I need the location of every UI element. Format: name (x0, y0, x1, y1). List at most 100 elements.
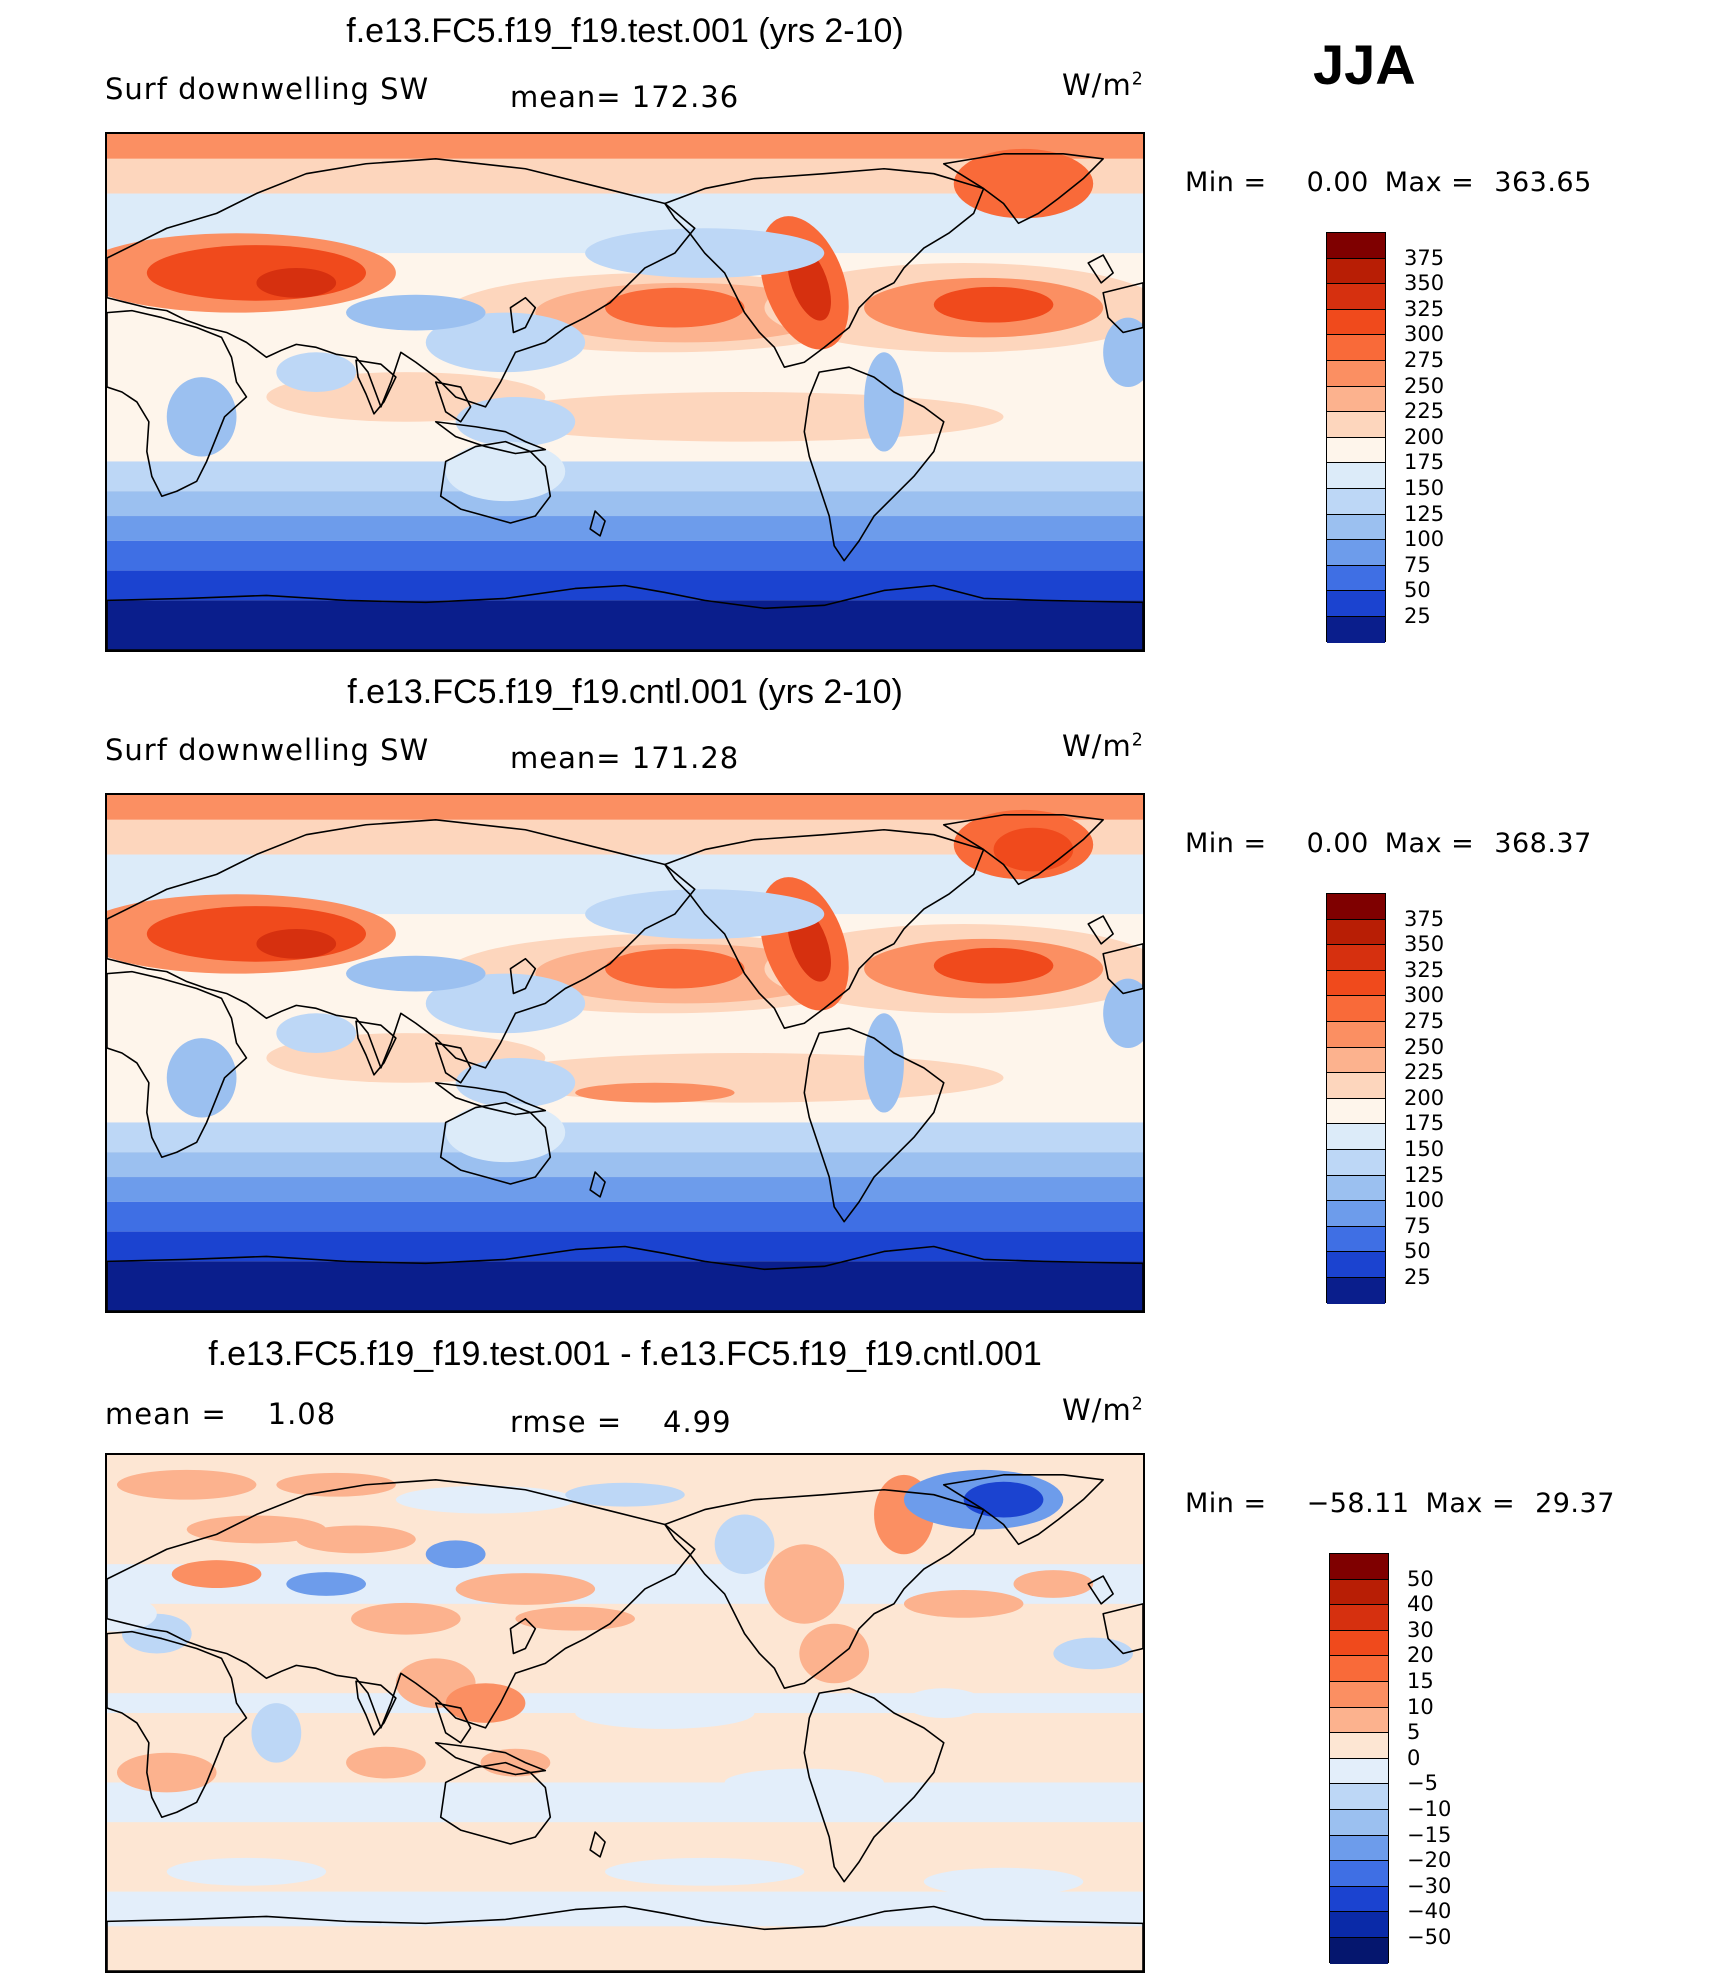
colorbar-swatch (1330, 1784, 1388, 1810)
colorbar-swatch (1327, 258, 1385, 285)
colorbar-tick-label: 100 (1404, 1188, 1445, 1213)
coastline-japan (509, 1617, 537, 1655)
colorbar-swatch (1330, 1861, 1388, 1887)
units-exponent: 2 (1131, 730, 1144, 751)
colorbar-swatch (1327, 540, 1385, 566)
colorbar-tick-label: 275 (1404, 1009, 1445, 1033)
coastline-india (355, 1680, 397, 1736)
min-max-readout: Min = 0.00 Max = 363.65 (1185, 167, 1592, 198)
coastline-samerica (803, 1027, 945, 1223)
colorbar-swatch (1327, 970, 1385, 997)
colorbar-swatch (1327, 489, 1385, 515)
min-label: Min = (1185, 1488, 1267, 1519)
colorbar-swatch (1327, 996, 1385, 1022)
colorbar-tick-label: −5 (1407, 1771, 1438, 1796)
coastline-seasia (434, 1702, 472, 1744)
colorbar-tick-label: −50 (1407, 1925, 1452, 1949)
map-field-2 (107, 1455, 1143, 1971)
colorbar-tick-label: 175 (1404, 1111, 1445, 1136)
max-value: 363.65 (1494, 167, 1592, 198)
min-value: −58.11 (1306, 1488, 1410, 1519)
coastline-eurasia (107, 158, 696, 408)
colorbar-swatch (1327, 233, 1385, 259)
colorbar-swatch (1327, 919, 1385, 946)
colorbar-swatch (1327, 1226, 1385, 1253)
colorbar-tick-label: 0 (1407, 1745, 1421, 1770)
min-value: 0.00 (1306, 828, 1369, 859)
colorbar-swatch (1327, 463, 1385, 489)
contour-fill (107, 1455, 1143, 1971)
colorbar-tick-label: 225 (1404, 1060, 1445, 1085)
coastline-india (355, 359, 397, 415)
units-exponent: 2 (1131, 69, 1144, 90)
max-label: Max = (1425, 1488, 1516, 1519)
coastline-samerica (803, 366, 945, 562)
coastline-antarctica (107, 1245, 1143, 1311)
colorbar-swatch (1327, 1022, 1385, 1048)
colorbar-tick-label: 20 (1407, 1643, 1434, 1668)
colorbar-tick-label: 50 (1407, 1566, 1434, 1591)
colorbar-swatch (1327, 1278, 1385, 1304)
colorbar-tick-label: 375 (1404, 245, 1445, 270)
contour-fill (107, 134, 1143, 650)
colorbar-swatch (1330, 1758, 1388, 1785)
coastlines (107, 1474, 1143, 1971)
coastline-antarctica (107, 1905, 1143, 1971)
colorbar-tick-label: −15 (1407, 1822, 1452, 1847)
coastline-uk (1087, 915, 1114, 945)
colorbar-tick-label: 275 (1404, 348, 1445, 372)
colorbar-tick-label: 10 (1407, 1694, 1434, 1719)
colorbar-tick-label: 5 (1407, 1720, 1421, 1745)
colorbar-tick-label: 150 (1404, 1137, 1445, 1161)
colorbar-tick-label: 15 (1407, 1669, 1434, 1693)
map-field-0 (107, 134, 1143, 650)
colorbar-tick-label: 150 (1404, 476, 1445, 500)
colorbar-tick-label: 375 (1404, 906, 1445, 931)
colorbar-tick-label: 125 (1404, 501, 1445, 526)
colorbar-tick-label: 300 (1404, 983, 1445, 1008)
colorbar-tick-label: 200 (1404, 424, 1445, 449)
colorbar-swatch (1327, 1047, 1385, 1074)
coastline-nz (589, 510, 606, 537)
colorbar-tick-label: 250 (1404, 373, 1445, 398)
colorbar-tick-label: 225 (1404, 399, 1445, 424)
colorbar-swatch (1327, 894, 1385, 920)
coastline-australia (439, 1761, 552, 1845)
units-base: W/m (1062, 1393, 1132, 1427)
max-value: 29.37 (1535, 1488, 1615, 1519)
colorbar-tick-label: 25 (1404, 604, 1431, 628)
coastline-africa (107, 309, 248, 497)
colorbar-swatch (1330, 1733, 1388, 1759)
map-field-1 (107, 795, 1143, 1311)
colorbar-swatch (1330, 1630, 1388, 1657)
colorbar-tick-label: 300 (1404, 322, 1445, 347)
colorbar-tick-label: 50 (1404, 1239, 1431, 1264)
mean-label: mean = 1.08 (105, 1397, 337, 1431)
coastline-india (355, 1020, 397, 1076)
colorbar-swatch (1327, 437, 1385, 464)
coastline-iberia (1102, 282, 1143, 334)
units-base: W/m (1062, 68, 1132, 102)
colorbar-swatch (1330, 1886, 1388, 1913)
colorbar-swatch (1327, 1073, 1385, 1099)
colorbar-swatch (1327, 591, 1385, 617)
colorbar-swatch (1330, 1554, 1388, 1580)
colorbar-swatch (1327, 361, 1385, 387)
coastline-namerica (664, 828, 985, 1029)
units-label: W/m2 (1062, 729, 1144, 763)
coastline-nz (589, 1171, 606, 1198)
colorbar-tick-label: 30 (1407, 1617, 1434, 1642)
coastline-namerica (664, 167, 985, 368)
colorbar-tick-label: 325 (1404, 296, 1445, 321)
colorbar-swatch (1330, 1912, 1388, 1938)
coastline-africa (107, 1630, 248, 1818)
colorbar-tick-label: 350 (1404, 271, 1445, 296)
colorbar-tick-label: 175 (1404, 450, 1445, 475)
coastline-africa (107, 970, 248, 1158)
coastline-indo (434, 1081, 547, 1116)
coastline-antarctica (107, 584, 1143, 650)
colorbar-swatch (1327, 335, 1385, 361)
panel-title: f.e13.FC5.f19_f19.test.001 (yrs 2-10) (346, 12, 904, 50)
colorbar-swatch (1327, 386, 1385, 413)
colorbar-swatch (1330, 1682, 1388, 1708)
